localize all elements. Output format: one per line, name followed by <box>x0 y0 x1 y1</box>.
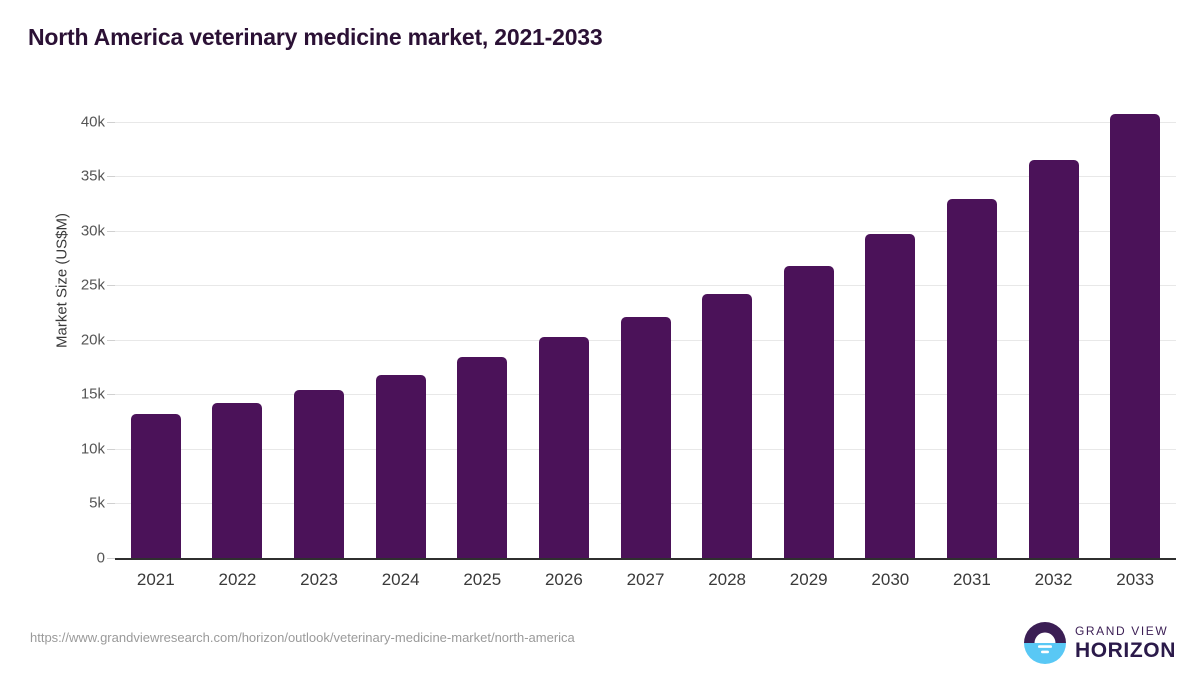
gridline <box>115 285 1176 287</box>
y-axis-tick-labels: 0 5k 10k 15k 20k 25k 30k 35k 40k <box>0 100 105 566</box>
bar[interactable] <box>946 199 997 558</box>
x-tick-label: 2021 <box>136 570 175 589</box>
x-axis-tick-labels: 2021 2022 2023 2024 2025 2026 2027 2028 2029 2030… <box>115 570 1176 598</box>
x-axis-line <box>115 558 1176 560</box>
y-tick-label: 0 <box>96 549 105 567</box>
bar[interactable] <box>538 337 589 558</box>
y-tick-label: 35k <box>80 167 105 185</box>
y-tick-label: 40k <box>80 113 105 131</box>
bar[interactable] <box>130 414 181 558</box>
bar[interactable] <box>212 402 263 558</box>
x-tick-label: 2030 <box>871 570 910 589</box>
x-tick-label: 2024 <box>381 570 420 589</box>
gridline <box>115 176 1176 178</box>
y-tick-mark <box>107 448 115 450</box>
logo-top-text: GRAND VIEW <box>1074 624 1169 638</box>
logo-wordmark: GRAND VIEW HORIZON <box>1075 625 1176 661</box>
bar[interactable] <box>620 317 671 558</box>
x-tick-label: 2031 <box>953 570 991 589</box>
y-tick-label: 15k <box>80 385 105 403</box>
y-tick-mark <box>107 121 115 123</box>
y-tick-mark <box>107 503 115 505</box>
bar[interactable] <box>702 293 753 558</box>
y-tick-mark <box>107 394 115 396</box>
y-tick-label: 5k <box>89 494 105 512</box>
y-tick-mark <box>107 230 115 232</box>
x-tick-label: 2025 <box>463 570 502 589</box>
plot-area <box>107 100 1176 559</box>
bar[interactable] <box>294 390 345 558</box>
x-tick-label: 2026 <box>544 570 583 589</box>
y-tick-label: 30k <box>80 222 105 240</box>
bar[interactable] <box>375 374 426 558</box>
x-tick-label: 2023 <box>300 570 338 589</box>
bar[interactable] <box>457 357 508 558</box>
gridline <box>115 121 1176 123</box>
x-tick-label: 2032 <box>1034 570 1073 589</box>
y-tick-mark <box>107 176 115 178</box>
x-tick-label: 2022 <box>218 570 257 589</box>
x-tick-label: 2029 <box>789 570 828 589</box>
logo-bottom-text: HORIZON <box>1074 639 1176 662</box>
y-tick-label: 20k <box>80 331 105 349</box>
y-tick-label: 25k <box>80 276 105 294</box>
page-title: North America veterinary medicine market… <box>28 24 603 50</box>
y-tick-mark <box>107 339 115 341</box>
source-url[interactable]: https://www.grandviewresearch.com/horizo… <box>30 630 575 645</box>
bar[interactable] <box>1028 159 1079 558</box>
gridline <box>115 230 1176 232</box>
bar[interactable] <box>1110 114 1161 558</box>
horizon-circle-icon <box>1023 622 1066 664</box>
bar[interactable] <box>865 234 916 558</box>
y-tick-mark <box>107 285 115 287</box>
y-tick-label: 10k <box>80 440 105 458</box>
y-tick-mark <box>107 558 115 559</box>
bar[interactable] <box>783 265 834 558</box>
x-tick-label: 2033 <box>1116 570 1155 589</box>
x-tick-label: 2028 <box>708 570 747 589</box>
x-tick-label: 2027 <box>626 570 665 589</box>
brand-logo: GRAND VIEW HORIZON <box>1023 620 1176 666</box>
